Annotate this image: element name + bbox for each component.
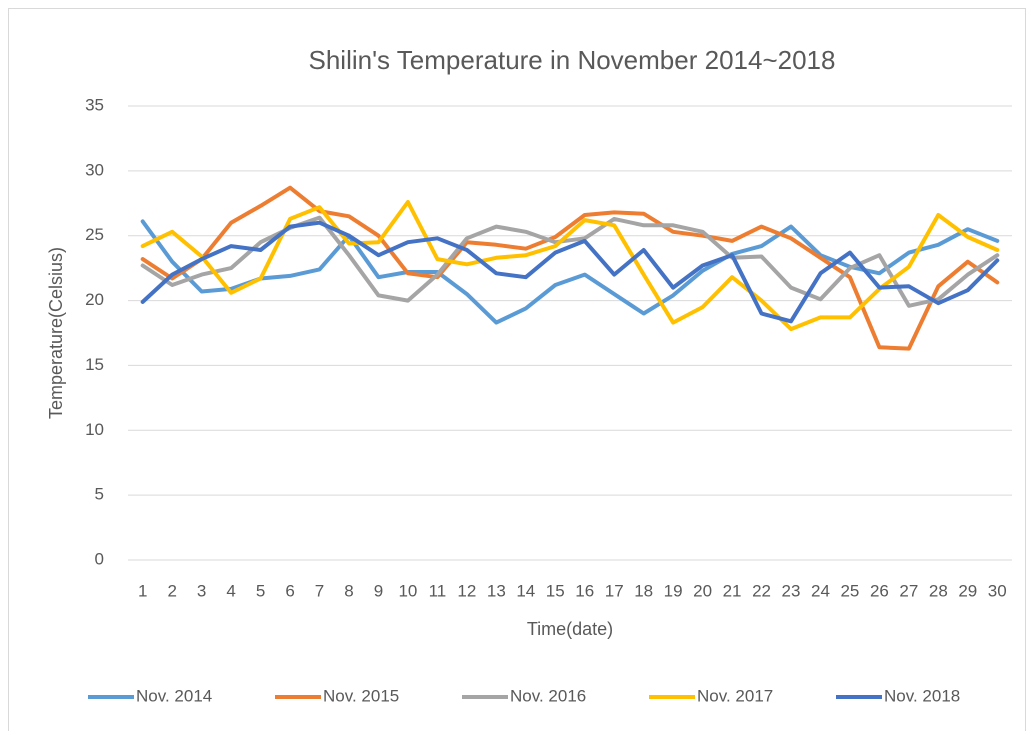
x-tick-label: 17 [605, 581, 624, 600]
x-tick-label: 23 [782, 581, 801, 600]
x-tick-label: 14 [516, 581, 535, 600]
x-tick-label: 21 [723, 581, 742, 600]
x-tick-label: 1 [138, 581, 147, 600]
x-tick-label: 19 [664, 581, 683, 600]
x-tick-label: 18 [634, 581, 653, 600]
x-tick-label: 11 [429, 581, 447, 600]
x-tick-label: 3 [197, 581, 206, 600]
y-tick-label: 0 [95, 549, 104, 568]
x-tick-label: 5 [256, 581, 265, 600]
x-tick-label: 20 [693, 581, 712, 600]
y-tick-label: 20 [85, 290, 104, 309]
x-axis-label: Time(date) [527, 619, 613, 639]
x-tick-label: 22 [752, 581, 771, 600]
x-tick-label: 30 [988, 581, 1007, 600]
legend-label: Nov. 2014 [136, 686, 212, 705]
data-line [140, 220, 1000, 324]
legend-label: Nov. 2016 [510, 686, 586, 705]
chart-border [8, 8, 1026, 731]
legend-label: Nov. 2015 [323, 686, 399, 705]
x-tick-label: 24 [811, 581, 830, 600]
x-tick-label: 12 [457, 581, 476, 600]
chart-title: Shilin's Temperature in November 2014~20… [309, 45, 836, 75]
x-tick-label: 6 [285, 581, 294, 600]
x-tick-label: 13 [487, 581, 506, 600]
x-tick-label: 10 [398, 581, 417, 600]
x-tick-label: 27 [899, 581, 918, 600]
legend-label: Nov. 2018 [884, 686, 960, 705]
legend-label: Nov. 2017 [697, 686, 773, 705]
y-tick-label: 25 [85, 225, 104, 244]
x-tick-label: 2 [167, 581, 176, 600]
x-tick-label: 16 [575, 581, 594, 600]
x-tick-label: 8 [344, 581, 353, 600]
y-tick-label: 15 [85, 355, 104, 374]
data-line [140, 185, 1000, 351]
x-tick-label: 15 [546, 581, 565, 600]
y-tick-label: 35 [85, 95, 104, 114]
x-tick-label: 28 [929, 581, 948, 600]
y-tick-label: 5 [95, 485, 104, 504]
y-axis-label: Temperature(Celsius) [46, 247, 66, 419]
x-tick-label: 4 [226, 581, 235, 600]
x-tick-label: 9 [374, 581, 383, 600]
x-tick-label: 7 [315, 581, 324, 600]
x-tick-label: 29 [958, 581, 977, 600]
y-tick-label: 30 [85, 160, 104, 179]
x-tick-label: 25 [840, 581, 859, 600]
y-tick-label: 10 [85, 420, 104, 439]
x-tick-label: 26 [870, 581, 889, 600]
